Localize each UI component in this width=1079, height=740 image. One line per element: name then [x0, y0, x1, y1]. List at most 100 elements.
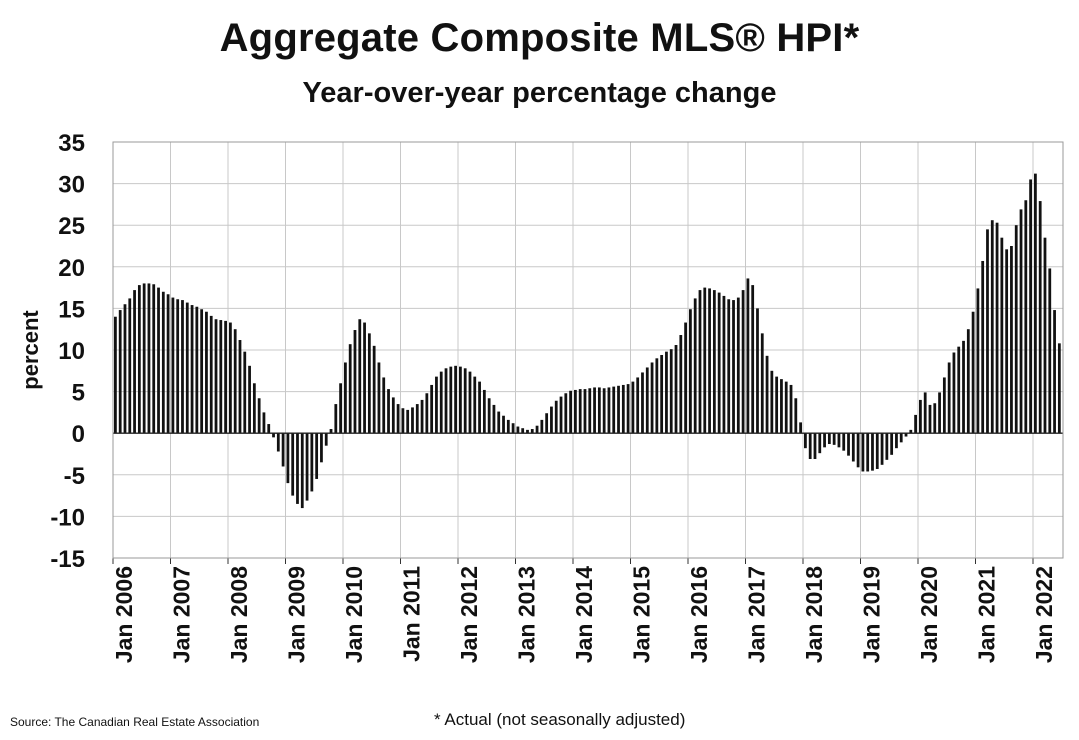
- bar: [904, 433, 908, 437]
- bar: [564, 393, 568, 434]
- bar: [1053, 310, 1056, 434]
- bar: [411, 407, 414, 434]
- bar: [617, 385, 620, 434]
- bar: [276, 433, 280, 452]
- bar: [137, 285, 141, 434]
- bar: [243, 351, 247, 434]
- source-note: Source: The Canadian Real Estate Associa…: [10, 715, 260, 729]
- bar: [962, 340, 965, 434]
- bar: [942, 377, 946, 434]
- bar: [689, 309, 692, 434]
- y-tick-label: 35: [58, 130, 85, 157]
- bar: [195, 306, 199, 434]
- y-axis-label: percent: [18, 310, 43, 390]
- x-tick-label: Jan 2010: [341, 566, 367, 663]
- bar: [899, 433, 903, 443]
- bar: [760, 333, 764, 434]
- bar: [569, 390, 572, 434]
- bar: [1005, 249, 1009, 434]
- y-tick-label: 25: [58, 213, 85, 240]
- bar: [957, 346, 961, 434]
- bar: [578, 389, 582, 434]
- bar: [281, 433, 285, 467]
- bar: [238, 340, 242, 434]
- bar: [597, 387, 601, 434]
- x-tick-label: Jan 2012: [456, 566, 482, 663]
- x-tick-label: Jan 2014: [571, 566, 597, 663]
- bar: [722, 295, 726, 434]
- bar: [818, 433, 822, 454]
- bar: [1024, 200, 1028, 434]
- bar: [784, 381, 788, 434]
- bar: [391, 397, 395, 434]
- bar: [847, 433, 850, 456]
- bar: [363, 322, 366, 434]
- bar: [626, 384, 630, 434]
- bar: [171, 297, 175, 434]
- bar: [712, 290, 716, 434]
- y-tick-label: 20: [58, 255, 85, 282]
- bar: [315, 433, 319, 479]
- bar: [487, 398, 491, 434]
- bar: [794, 398, 798, 434]
- bar: [736, 297, 740, 434]
- bar: [1019, 209, 1023, 434]
- bar: [219, 320, 223, 434]
- x-tick-label: Jan 2018: [801, 566, 827, 663]
- bar: [636, 377, 640, 434]
- bar: [200, 309, 204, 434]
- bar: [339, 383, 342, 434]
- bar: [660, 354, 664, 434]
- bar: [152, 284, 156, 434]
- bar: [506, 419, 510, 434]
- bar: [353, 330, 357, 434]
- bar: [291, 433, 295, 496]
- bar: [142, 283, 146, 434]
- x-tick-label: Jan 2020: [916, 566, 942, 663]
- bar: [310, 433, 314, 492]
- bar: [923, 392, 927, 434]
- bar: [324, 433, 328, 446]
- bar: [1034, 173, 1037, 434]
- bar: [574, 389, 577, 434]
- bar: [971, 311, 975, 434]
- bar: [775, 376, 779, 434]
- bar: [118, 310, 122, 434]
- bar: [641, 372, 644, 434]
- bar: [454, 365, 457, 434]
- bar: [425, 393, 429, 434]
- x-tick-label: Jan 2019: [859, 566, 885, 663]
- bar: [693, 298, 697, 434]
- bar: [449, 366, 453, 434]
- bar: [530, 429, 534, 434]
- bar: [732, 300, 735, 434]
- bar: [976, 288, 980, 434]
- bar: [133, 290, 136, 434]
- bar: [789, 384, 793, 434]
- bar: [554, 400, 558, 434]
- bar: [890, 433, 894, 455]
- bar: [813, 433, 817, 459]
- bar: [267, 424, 271, 434]
- bar: [593, 387, 596, 434]
- bar: [952, 352, 956, 434]
- bar: [1038, 201, 1042, 434]
- bar: [262, 412, 266, 434]
- bar: [990, 220, 994, 434]
- bar: [770, 370, 774, 434]
- bar: [832, 433, 836, 445]
- bar: [708, 288, 711, 434]
- bar: [252, 383, 256, 434]
- bar: [430, 384, 434, 434]
- bar: [866, 433, 870, 472]
- bar: [550, 406, 553, 434]
- bar: [166, 294, 170, 434]
- bar: [214, 319, 218, 434]
- bar: [396, 404, 400, 434]
- bar: [861, 433, 865, 472]
- bar: [348, 344, 352, 434]
- chart-title: Aggregate Composite MLS® HPI*: [219, 16, 860, 60]
- bar: [535, 425, 539, 434]
- bar: [583, 389, 587, 434]
- bar: [468, 371, 472, 434]
